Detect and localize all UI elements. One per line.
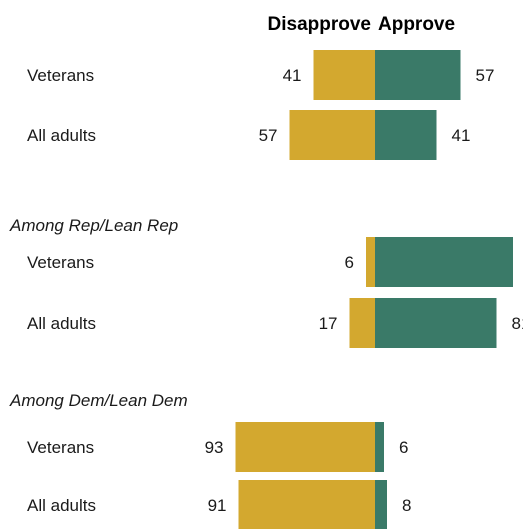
legend-disapprove: Disapprove [268,14,371,35]
approve-value: 57 [476,66,495,85]
approve-value: 8 [402,496,411,515]
disapprove-value: 93 [205,438,224,457]
disapprove-bar [313,50,375,100]
row-label: All adults [27,314,96,333]
row-label: All adults [27,496,96,515]
approve-value: 81 [512,314,523,333]
approve-bar [375,422,384,472]
disapprove-bar [235,422,375,472]
disapprove-bar [366,237,375,287]
approve-bar [375,50,461,100]
approve-bar [375,110,437,160]
row-label: All adults [27,126,96,145]
approve-bar [375,298,497,348]
disapprove-value: 6 [345,253,354,272]
approve-bar [375,237,513,287]
group-label: Among Rep/Lean Rep [9,216,178,235]
approve-value: 41 [452,126,471,145]
group-label: Among Dem/Lean Dem [9,391,188,410]
row-label: Veterans [27,438,94,457]
disapprove-value: 91 [208,496,227,515]
approve-bar [375,480,387,529]
disapprove-value: 17 [319,314,338,333]
approve-value: 6 [399,438,408,457]
legend-approve: Approve [378,14,455,35]
disapprove-bar [349,298,375,348]
disapprove-value: 41 [283,66,302,85]
row-label: Veterans [27,253,94,272]
disapprove-value: 57 [259,126,278,145]
row-label: Veterans [27,66,94,85]
disapprove-bar [289,110,375,160]
disapprove-bar [238,480,375,529]
chart-rows: Veterans 41 57 All adults 57 41 Among Rep/Lean… [9,50,523,529]
